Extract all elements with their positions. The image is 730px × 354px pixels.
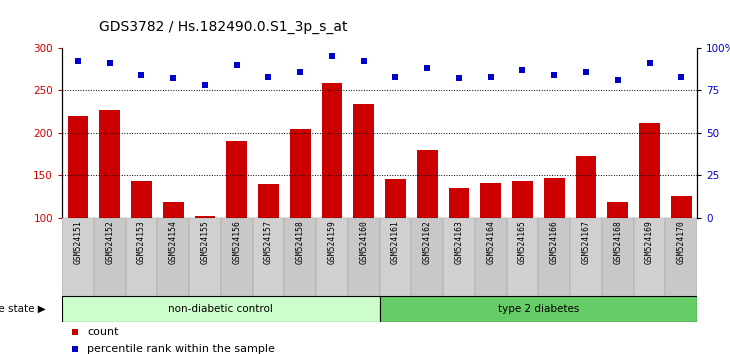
Point	[358, 58, 369, 64]
Text: GSM524162: GSM524162	[423, 220, 431, 264]
Point	[644, 60, 656, 66]
Bar	[385, 179, 406, 303]
Text: GSM524158: GSM524158	[296, 220, 304, 264]
Bar	[544, 178, 564, 303]
Text: GSM524165: GSM524165	[518, 220, 527, 264]
Point	[517, 67, 529, 73]
Text: GSM524153: GSM524153	[137, 220, 146, 264]
Text: GSM524170: GSM524170	[677, 220, 685, 264]
Text: GSM524164: GSM524164	[486, 220, 495, 264]
Bar	[412, 218, 443, 296]
Bar	[417, 150, 437, 303]
Point	[231, 62, 242, 68]
Text: GSM524159: GSM524159	[328, 220, 337, 264]
Point	[548, 72, 560, 78]
Bar	[290, 129, 310, 303]
Text: GSM524155: GSM524155	[201, 220, 210, 264]
Text: GSM524169: GSM524169	[645, 220, 654, 264]
Point	[453, 75, 465, 81]
Text: percentile rank within the sample: percentile rank within the sample	[88, 344, 275, 354]
Point	[675, 74, 687, 80]
Text: GSM524152: GSM524152	[105, 220, 114, 264]
Text: GSM524154: GSM524154	[169, 220, 177, 264]
Text: GSM524160: GSM524160	[359, 220, 368, 264]
Text: GSM524151: GSM524151	[74, 220, 82, 264]
Bar	[602, 218, 634, 296]
Bar	[443, 218, 475, 296]
Bar	[380, 296, 697, 322]
Bar	[253, 218, 285, 296]
Text: GSM524157: GSM524157	[264, 220, 273, 264]
Bar	[576, 156, 596, 303]
Bar	[126, 218, 158, 296]
Bar	[221, 218, 253, 296]
Bar	[258, 184, 279, 303]
Bar	[68, 116, 88, 303]
Text: GSM524166: GSM524166	[550, 220, 558, 264]
Text: GSM524168: GSM524168	[613, 220, 622, 264]
Bar	[607, 202, 628, 303]
Point	[612, 77, 623, 83]
Bar	[475, 218, 507, 296]
Text: GSM524156: GSM524156	[232, 220, 241, 264]
Bar	[62, 218, 93, 296]
Point	[199, 82, 211, 88]
Bar	[539, 218, 570, 296]
Bar	[353, 104, 374, 303]
Bar	[195, 216, 215, 303]
Bar	[322, 84, 342, 303]
Text: non-diabetic control: non-diabetic control	[169, 304, 273, 314]
Bar	[380, 218, 412, 296]
Point	[390, 74, 402, 80]
Bar	[570, 218, 602, 296]
Point	[326, 53, 338, 59]
Text: GSM524161: GSM524161	[391, 220, 400, 264]
Bar	[480, 183, 501, 303]
Bar	[158, 218, 189, 296]
Point	[485, 74, 496, 80]
Bar	[507, 218, 539, 296]
Bar	[131, 181, 152, 303]
Text: GDS3782 / Hs.182490.0.S1_3p_s_at: GDS3782 / Hs.182490.0.S1_3p_s_at	[99, 19, 347, 34]
Point	[421, 65, 433, 71]
Bar	[348, 218, 380, 296]
Bar	[285, 218, 316, 296]
Point	[167, 75, 179, 81]
Bar	[671, 196, 691, 303]
Bar	[639, 124, 660, 303]
Bar	[189, 218, 221, 296]
Point	[263, 74, 274, 80]
Point	[294, 69, 306, 74]
Bar	[99, 110, 120, 303]
Bar	[62, 296, 380, 322]
Bar	[93, 218, 126, 296]
Text: GSM524167: GSM524167	[582, 220, 591, 264]
Text: type 2 diabetes: type 2 diabetes	[498, 304, 579, 314]
Bar	[316, 218, 348, 296]
Bar	[449, 188, 469, 303]
Point	[104, 60, 115, 66]
Bar	[512, 181, 533, 303]
Point	[72, 58, 84, 64]
Point	[580, 69, 592, 74]
Text: disease state ▶: disease state ▶	[0, 304, 46, 314]
Bar	[666, 218, 697, 296]
Text: GSM524163: GSM524163	[455, 220, 464, 264]
Bar	[163, 201, 183, 303]
Bar	[226, 141, 247, 303]
Point	[136, 72, 147, 78]
Text: count: count	[88, 327, 119, 337]
Bar	[634, 218, 666, 296]
